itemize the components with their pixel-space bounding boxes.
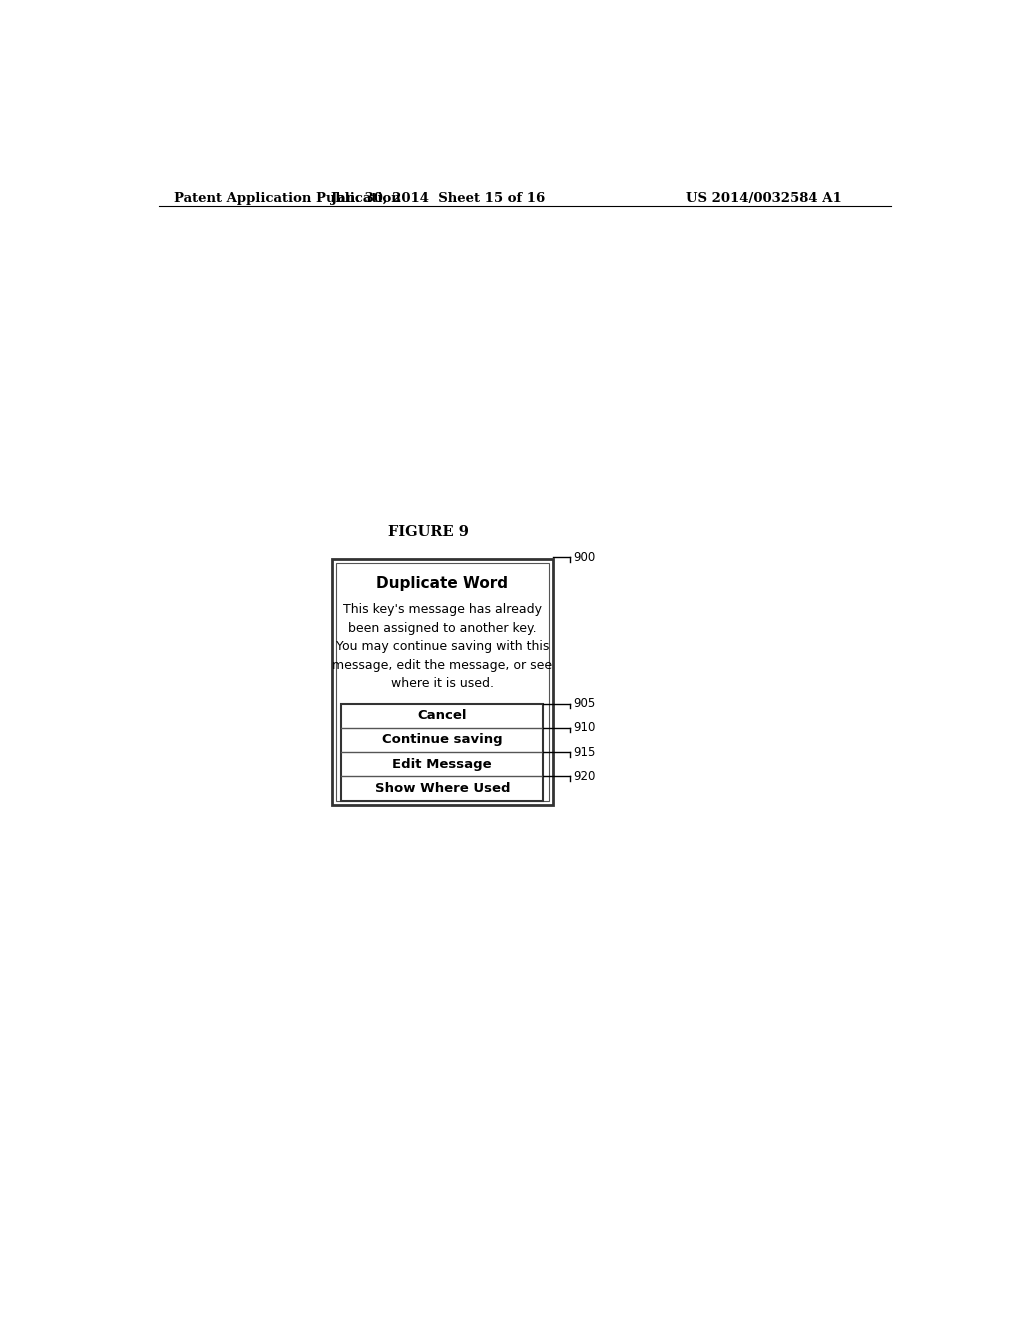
Bar [332,558,553,805]
Text: FIGURE 9: FIGURE 9 [388,525,469,539]
Text: Cancel: Cancel [418,709,467,722]
Bar [336,562,549,801]
Text: Edit Message: Edit Message [392,758,493,771]
Text: Show Where Used: Show Where Used [375,781,510,795]
Text: Jan. 30, 2014  Sheet 15 of 16: Jan. 30, 2014 Sheet 15 of 16 [331,191,545,205]
Text: This key's message has already
been assigned to another key.
You may continue sa: This key's message has already been assi… [332,603,552,690]
Text: 900: 900 [572,550,595,564]
Text: 915: 915 [572,746,595,759]
Text: US 2014/0032584 A1: US 2014/0032584 A1 [686,191,842,205]
Text: 920: 920 [572,770,595,783]
Text: 905: 905 [572,697,595,710]
Text: Continue saving: Continue saving [382,734,503,746]
Text: 910: 910 [572,721,595,734]
Text: Patent Application Publication: Patent Application Publication [174,191,401,205]
Text: Duplicate Word: Duplicate Word [376,576,508,591]
Bar [341,704,544,800]
